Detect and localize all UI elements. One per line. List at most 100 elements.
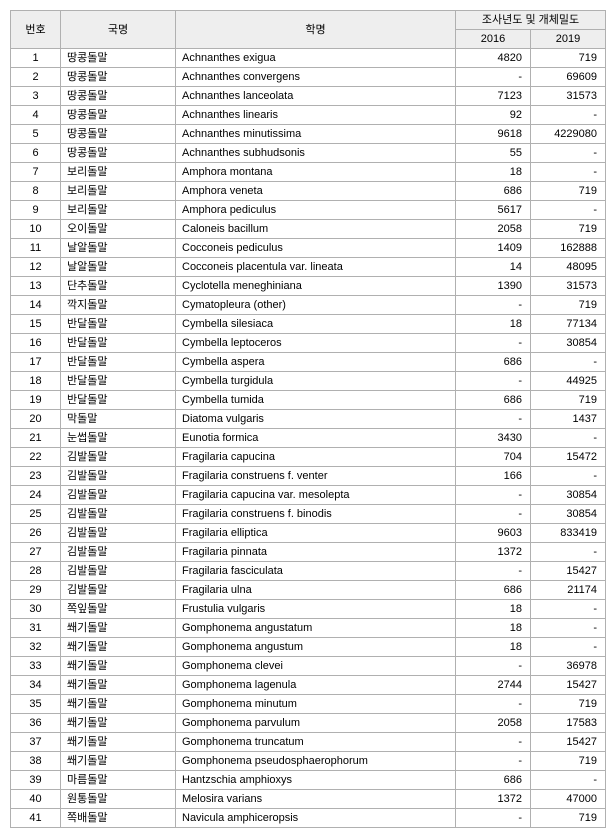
cell-2016: 3430 <box>456 429 531 448</box>
table-row: 18반달돌말Cymbella turgidula-44925 <box>11 372 606 391</box>
cell-2019: 17583 <box>531 714 606 733</box>
table-row: 41쪽배돌말Navicula amphiceropsis-719 <box>11 809 606 828</box>
cell-no: 7 <box>11 163 61 182</box>
table-row: 8보리돌말Amphora veneta686719 <box>11 182 606 201</box>
cell-kor: 깍지돌말 <box>61 296 176 315</box>
cell-2019: 31573 <box>531 87 606 106</box>
cell-2019: - <box>531 429 606 448</box>
cell-sci: Achnanthes linearis <box>176 106 456 125</box>
cell-2019: 719 <box>531 752 606 771</box>
cell-2019: 719 <box>531 296 606 315</box>
cell-sci: Cyclotella meneghiniana <box>176 277 456 296</box>
cell-2019: - <box>531 163 606 182</box>
cell-2016: 1390 <box>456 277 531 296</box>
cell-sci: Achnanthes convergens <box>176 68 456 87</box>
cell-2016: 686 <box>456 391 531 410</box>
cell-kor: 김발돌말 <box>61 486 176 505</box>
cell-2016: 18 <box>456 600 531 619</box>
cell-2019: - <box>531 600 606 619</box>
cell-no: 4 <box>11 106 61 125</box>
cell-kor: 김발돌말 <box>61 562 176 581</box>
cell-kor: 반달돌말 <box>61 391 176 410</box>
cell-no: 21 <box>11 429 61 448</box>
table-row: 7보리돌말Amphora montana18- <box>11 163 606 182</box>
cell-sci: Gomphonema angustatum <box>176 619 456 638</box>
cell-no: 30 <box>11 600 61 619</box>
cell-sci: Fragilaria capucina <box>176 448 456 467</box>
cell-2016: 9603 <box>456 524 531 543</box>
cell-sci: Gomphonema angustum <box>176 638 456 657</box>
table-row: 22김발돌말Fragilaria capucina70415472 <box>11 448 606 467</box>
table-row: 10오이돌말Caloneis bacillum2058719 <box>11 220 606 239</box>
cell-2016: 686 <box>456 353 531 372</box>
header-no: 번호 <box>11 11 61 49</box>
cell-sci: Achnanthes subhudsonis <box>176 144 456 163</box>
cell-2019: 30854 <box>531 486 606 505</box>
cell-no: 11 <box>11 239 61 258</box>
species-table: 번호 국명 학명 조사년도 및 개체밀도 2016 2019 1땅콩돌말Achn… <box>10 10 606 828</box>
table-row: 21눈썹돌말Eunotia formica3430- <box>11 429 606 448</box>
cell-sci: Eunotia formica <box>176 429 456 448</box>
cell-no: 41 <box>11 809 61 828</box>
cell-2019: 36978 <box>531 657 606 676</box>
cell-2016: 1409 <box>456 239 531 258</box>
cell-kor: 반달돌말 <box>61 372 176 391</box>
cell-kor: 쪽배돌말 <box>61 809 176 828</box>
cell-2019: - <box>531 467 606 486</box>
cell-2019: 162888 <box>531 239 606 258</box>
cell-2019: - <box>531 353 606 372</box>
cell-2019: - <box>531 619 606 638</box>
cell-sci: Cymbella tumida <box>176 391 456 410</box>
cell-sci: Achnanthes lanceolata <box>176 87 456 106</box>
cell-kor: 김발돌말 <box>61 448 176 467</box>
cell-kor: 반달돌말 <box>61 315 176 334</box>
cell-2016: - <box>456 505 531 524</box>
cell-sci: Fragilaria construens f. venter <box>176 467 456 486</box>
cell-no: 29 <box>11 581 61 600</box>
cell-2019: 719 <box>531 49 606 68</box>
cell-no: 15 <box>11 315 61 334</box>
table-row: 31쐐기돌말Gomphonema angustatum18- <box>11 619 606 638</box>
cell-no: 28 <box>11 562 61 581</box>
cell-sci: Fragilaria pinnata <box>176 543 456 562</box>
table-row: 6땅콩돌말Achnanthes subhudsonis55- <box>11 144 606 163</box>
cell-no: 9 <box>11 201 61 220</box>
cell-sci: Cymbella turgidula <box>176 372 456 391</box>
cell-no: 17 <box>11 353 61 372</box>
cell-no: 24 <box>11 486 61 505</box>
table-row: 20막돌말Diatoma vulgaris-1437 <box>11 410 606 429</box>
cell-kor: 막돌말 <box>61 410 176 429</box>
header-density: 조사년도 및 개체밀도 <box>456 11 606 30</box>
table-row: 13단추돌말Cyclotella meneghiniana139031573 <box>11 277 606 296</box>
cell-2016: 5617 <box>456 201 531 220</box>
cell-2019: 30854 <box>531 505 606 524</box>
cell-2016: - <box>456 410 531 429</box>
cell-kor: 땅콩돌말 <box>61 68 176 87</box>
cell-2016: 1372 <box>456 543 531 562</box>
cell-2019: - <box>531 771 606 790</box>
cell-no: 16 <box>11 334 61 353</box>
cell-kor: 반달돌말 <box>61 353 176 372</box>
cell-sci: Achnanthes minutissima <box>176 125 456 144</box>
cell-2016: 704 <box>456 448 531 467</box>
cell-sci: Gomphonema pseudosphaerophorum <box>176 752 456 771</box>
cell-2019: 21174 <box>531 581 606 600</box>
cell-kor: 김발돌말 <box>61 467 176 486</box>
cell-sci: Frustulia vulgaris <box>176 600 456 619</box>
table-row: 12날알돌말Cocconeis placentula var. lineata1… <box>11 258 606 277</box>
cell-2019: 4229080 <box>531 125 606 144</box>
cell-no: 37 <box>11 733 61 752</box>
cell-2016: - <box>456 486 531 505</box>
cell-2016: 1372 <box>456 790 531 809</box>
cell-2016: 92 <box>456 106 531 125</box>
cell-sci: Hantzschia amphioxys <box>176 771 456 790</box>
cell-sci: Fragilaria fasciculata <box>176 562 456 581</box>
cell-no: 31 <box>11 619 61 638</box>
table-row: 30쪽잎돌말Frustulia vulgaris18- <box>11 600 606 619</box>
cell-kor: 김발돌말 <box>61 543 176 562</box>
cell-kor: 날알돌말 <box>61 239 176 258</box>
cell-sci: Achnanthes exigua <box>176 49 456 68</box>
cell-no: 14 <box>11 296 61 315</box>
cell-sci: Melosira varians <box>176 790 456 809</box>
cell-kor: 땅콩돌말 <box>61 49 176 68</box>
